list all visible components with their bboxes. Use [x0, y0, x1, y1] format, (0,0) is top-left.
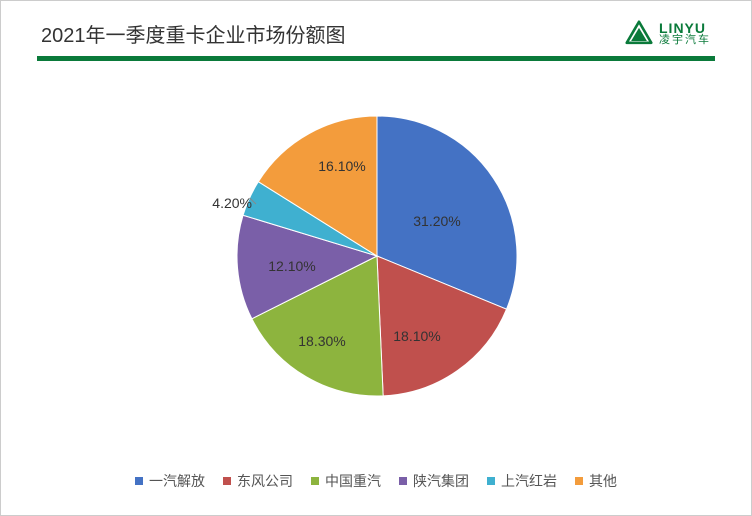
slice-label: 31.20%: [413, 213, 460, 229]
legend-swatch: [575, 477, 583, 485]
brand-name-en: LINYU: [659, 21, 711, 35]
legend-label: 陕汽集团: [413, 471, 469, 491]
brand-block: LINYU 凌宇汽车: [625, 20, 711, 48]
legend-label: 上汽红岩: [501, 471, 557, 491]
pie-chart: 31.20% 18.10% 18.30% 12.10% 4.20% 16.10%: [1, 76, 752, 436]
slice-label: 18.10%: [393, 328, 440, 344]
legend-swatch: [223, 477, 231, 485]
brand-name-cn: 凌宇汽车: [659, 35, 711, 46]
legend-label: 一汽解放: [149, 471, 205, 491]
header-rule: [37, 56, 715, 61]
legend-label: 其他: [589, 471, 617, 491]
legend-item: 中国重汽: [311, 471, 381, 491]
slice-label: 12.10%: [268, 258, 315, 274]
header: 2021年一季度重卡企业市场份额图 LINYU 凌宇汽车: [1, 1, 751, 56]
legend-item: 一汽解放: [135, 471, 205, 491]
legend-label: 中国重汽: [325, 471, 381, 491]
legend-swatch: [399, 477, 407, 485]
legend: 一汽解放 东风公司 中国重汽 陕汽集团 上汽红岩 其他: [1, 471, 751, 491]
chart-title: 2021年一季度重卡企业市场份额图: [41, 19, 346, 48]
pie-svg: 31.20% 18.10% 18.30% 12.10% 4.20% 16.10%: [1, 76, 752, 436]
brand-logo-icon: [625, 20, 653, 48]
legend-item: 陕汽集团: [399, 471, 469, 491]
chart-card: 2021年一季度重卡企业市场份额图 LINYU 凌宇汽车 31.20% 18.10…: [0, 0, 752, 516]
legend-item: 东风公司: [223, 471, 293, 491]
legend-swatch: [487, 477, 495, 485]
legend-swatch: [311, 477, 319, 485]
slice-label: 16.10%: [318, 158, 365, 174]
legend-swatch: [135, 477, 143, 485]
legend-item: 上汽红岩: [487, 471, 557, 491]
brand-text: LINYU 凌宇汽车: [659, 21, 711, 46]
slice-label: 18.30%: [298, 333, 345, 349]
slice-label: 4.20%: [212, 195, 252, 211]
legend-item: 其他: [575, 471, 617, 491]
legend-label: 东风公司: [237, 471, 293, 491]
